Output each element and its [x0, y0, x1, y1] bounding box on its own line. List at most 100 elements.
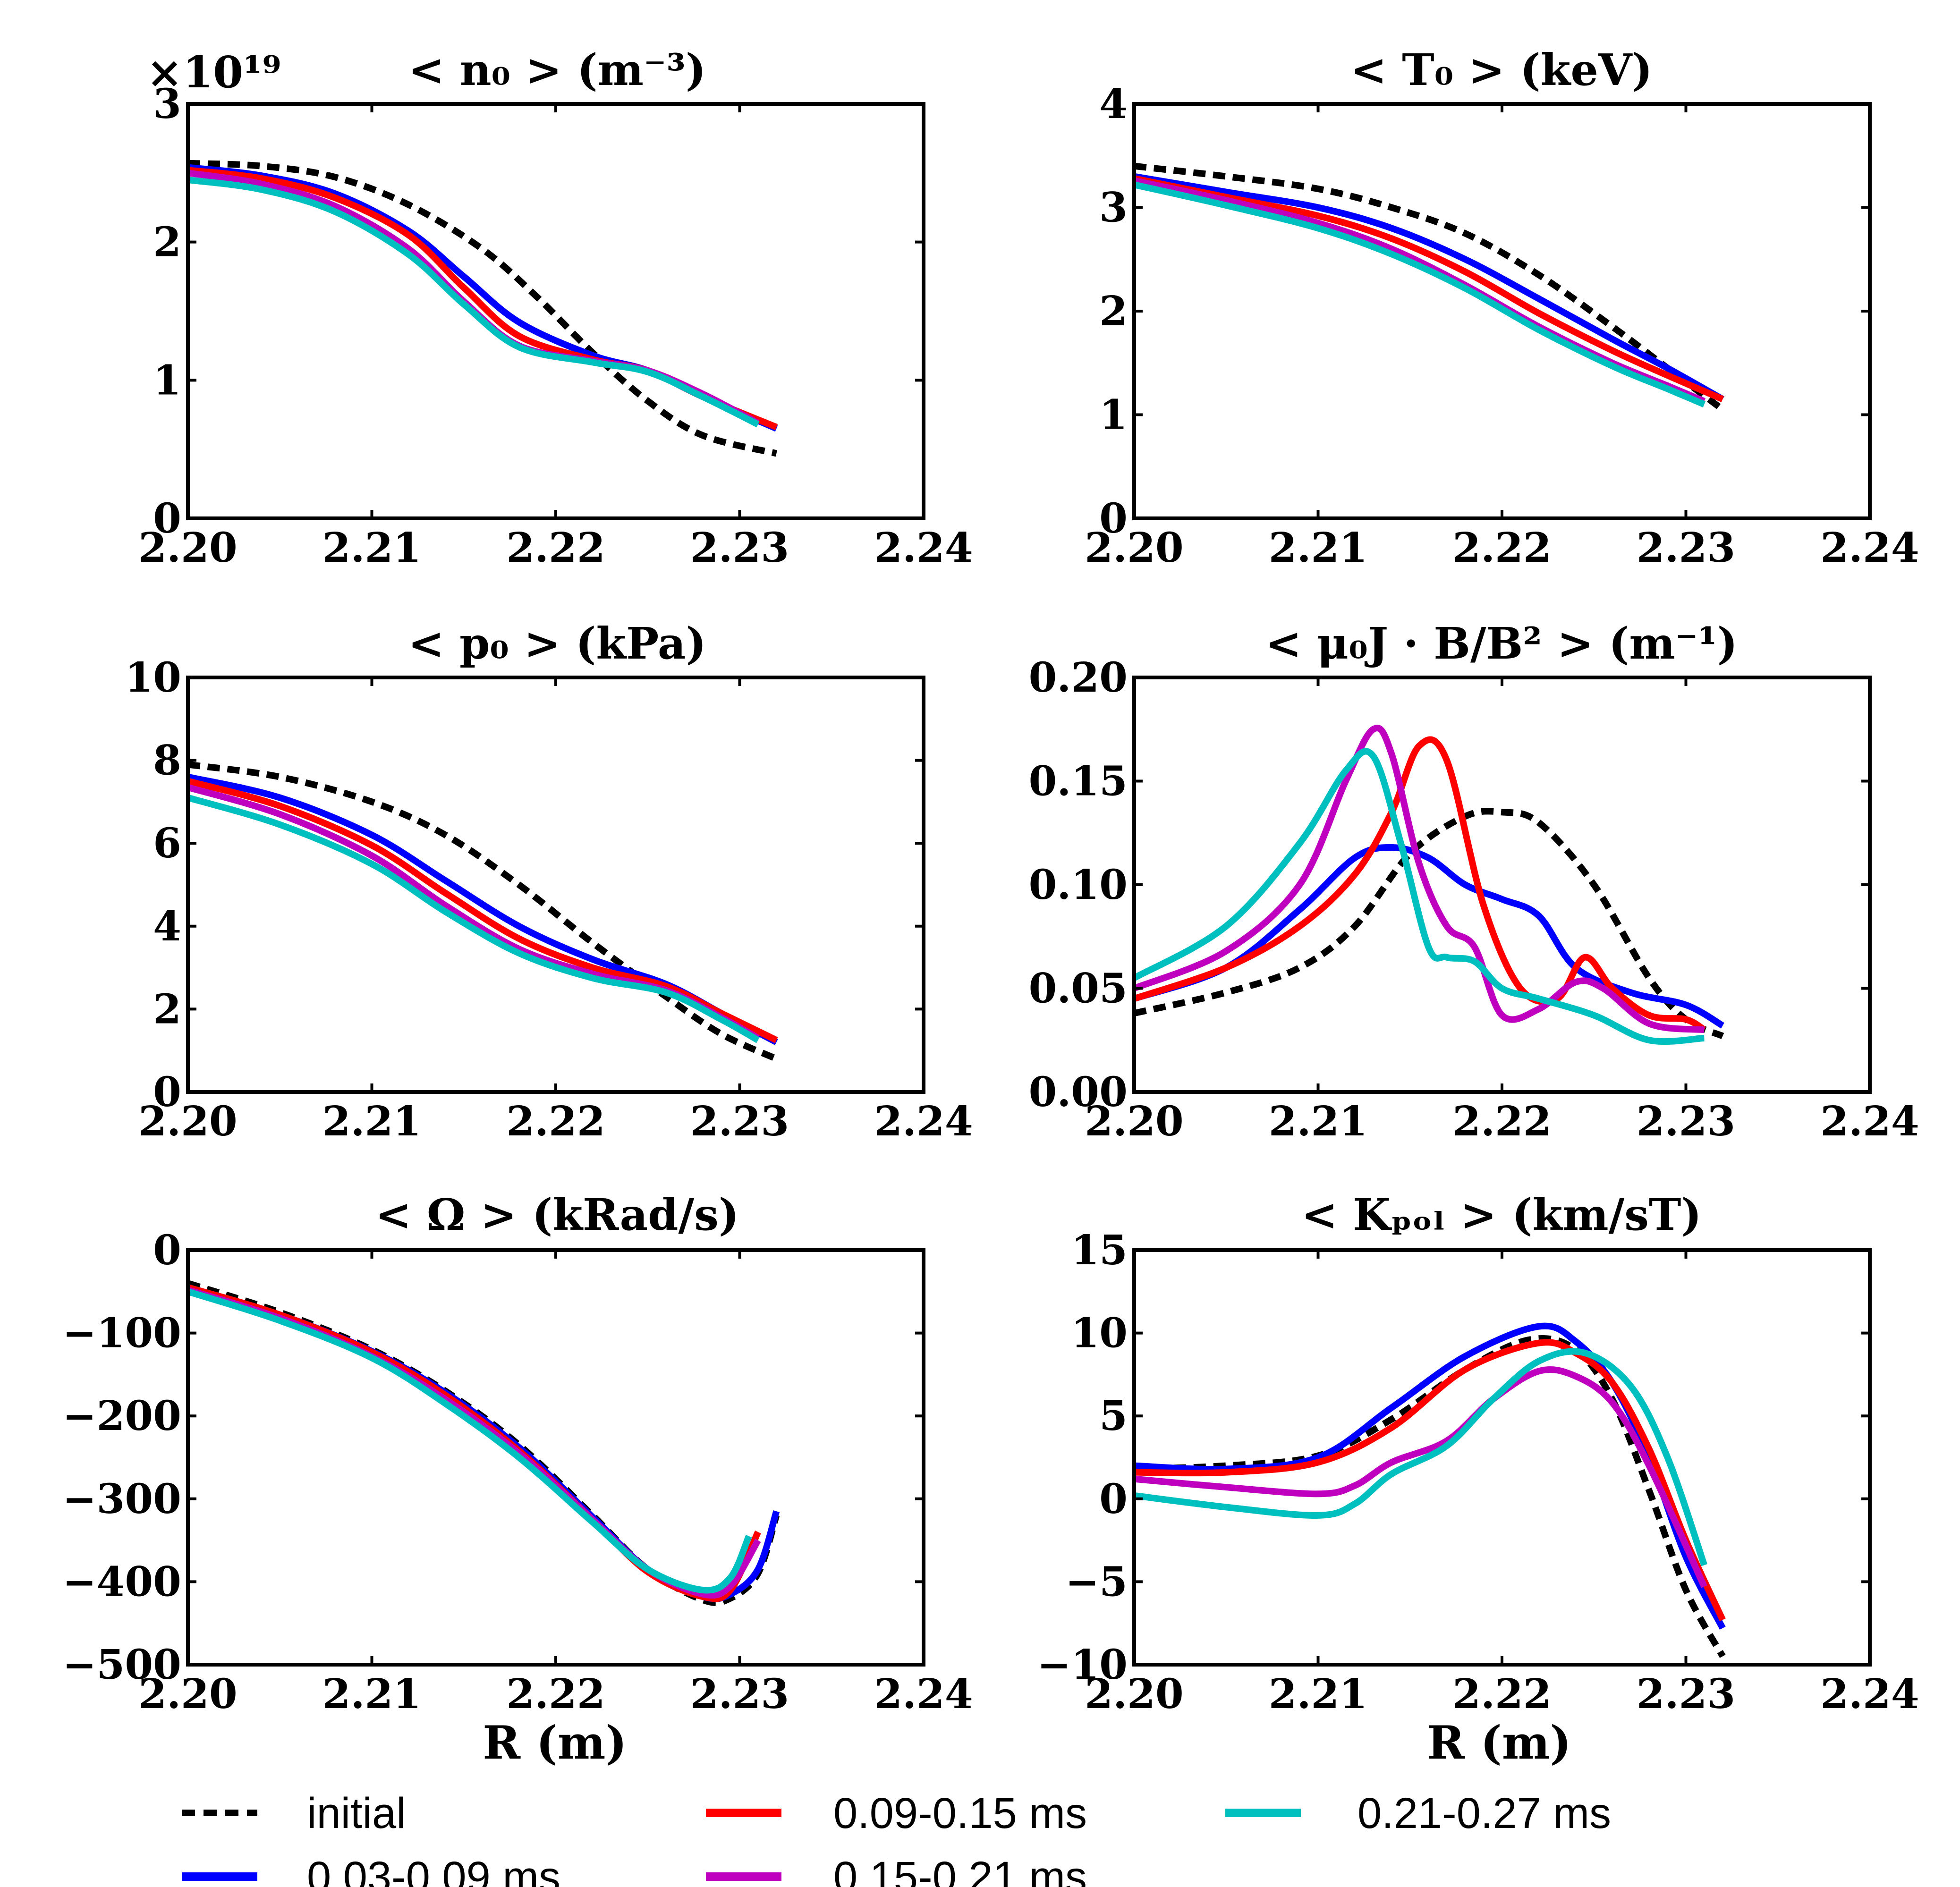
panel-kpol: < Kₚₒₗ > (km/sT) 2.20 2.21 2.22 2.23 2.24 −10… [1037, 1189, 1919, 1769]
y-tick-label: 0 [153, 495, 181, 542]
x-tick-label: 2.23 [690, 1670, 789, 1718]
series-group [188, 160, 778, 457]
panel-title: < Ω > (kRad/s) [375, 1189, 739, 1240]
y-tick-label: 0.05 [1029, 965, 1128, 1013]
y-tick-label: 2 [1099, 288, 1128, 335]
y-tick-label: −100 [62, 1310, 181, 1357]
x-tick-label: 2.22 [1452, 524, 1551, 572]
series-line-0-15-0-21-ms [1134, 725, 1705, 1033]
plot-area: 2.20 2.21 2.22 2.23 2.24 −500 −400 −300 −200 −100… [62, 1227, 973, 1718]
y-tick-label: 3 [1099, 184, 1128, 232]
y-tick-label: 2 [153, 985, 181, 1033]
series-line-initial [1134, 808, 1724, 1039]
x-tick-label: 2.20 [138, 1098, 237, 1145]
series-group [1134, 162, 1725, 413]
x-axis-label: R (m) [483, 1716, 627, 1769]
y-tick-label: 8 [153, 737, 181, 785]
x-tick-label: 2.24 [1820, 1670, 1919, 1718]
series-line-0-09-0-15-ms [1134, 175, 1724, 403]
x-axis-label: R (m) [1427, 1716, 1571, 1769]
series-group [188, 761, 778, 1062]
series-group [188, 1280, 780, 1606]
legend-label: 0.15-0.21 ms [833, 1853, 1087, 1887]
y-tick-label: 3 [153, 80, 181, 128]
series-line-0-03-0-09-ms [1134, 173, 1724, 402]
x-tick-label: 2.22 [506, 1098, 605, 1145]
legend-label: 0.21-0.27 ms [1358, 1789, 1611, 1837]
legend-entry: 0.09-0.15 ms [706, 1789, 1087, 1837]
series-line-0-21-0-27-ms [1134, 1348, 1708, 1566]
panel-pressure: < p₀ > (kPa) 2.20 2.21 2.22 2.23 2.24 0 2 4 6 8 10 [125, 618, 973, 1145]
x-tick-label: 2.24 [874, 524, 973, 572]
series-line-initial [1134, 162, 1725, 413]
panel-rotation: < Ω > (kRad/s) 2.20 2.21 2.22 2.23 2.24 −500 −… [62, 1189, 973, 1769]
x-tick-label: 2.22 [1452, 1670, 1551, 1718]
panel-title: < n₀ > (m⁻³) [408, 44, 706, 95]
legend-entry: 0.21-0.27 ms [1225, 1789, 1611, 1837]
series-line-0-09-0-15-ms [1134, 736, 1706, 1033]
legend-entry: initial [182, 1789, 406, 1837]
legend-label: 0.03-0.09 ms [307, 1853, 560, 1887]
x-tick-label: 2.20 [138, 524, 237, 572]
series-line-0-09-0-15-ms [1134, 1339, 1726, 1622]
legend: initial 0.03-0.09 ms 0.09-0.15 ms 0.15-0… [182, 1789, 1611, 1887]
panel-density: < n₀ > (m⁻³) ×10¹⁹ 2.20 2.21 2.22 2.23 2.24 0… [138, 44, 973, 572]
plot-area: 2.20 2.21 2.22 2.23 2.24 0.00 0.05 0.10 0.15 0.20 [1029, 654, 1919, 1145]
y-tick-label: 0 [1099, 495, 1128, 542]
plot-area: 2.20 2.21 2.22 2.23 2.24 0 1 2 3 [138, 80, 973, 572]
y-tick-label: 0.10 [1029, 861, 1128, 909]
y-tick-label: 5 [1099, 1392, 1128, 1440]
x-tick-label: 2.23 [690, 524, 789, 572]
y-tick-label: 0.15 [1029, 758, 1128, 805]
y-tick-label: 10 [1071, 1310, 1128, 1357]
panel-title: < p₀ > (kPa) [408, 618, 706, 669]
axis-offset-label: ×10¹⁹ [146, 47, 281, 98]
series-line-0-09-0-15-ms [188, 778, 778, 1043]
y-tick-label: 2 [153, 219, 181, 266]
series-line-0-21-0-27-ms [1134, 181, 1706, 407]
x-tick-label: 2.22 [506, 524, 605, 572]
y-tick-label: 0 [153, 1227, 181, 1274]
y-tick-label: 0 [1099, 1475, 1128, 1523]
y-tick-label: 10 [125, 654, 181, 702]
x-tick-label: 2.21 [322, 524, 421, 572]
y-tick-label: 1 [1099, 391, 1128, 439]
y-tick-label: 4 [1099, 80, 1128, 128]
plot-area: 2.20 2.21 2.22 2.23 2.24 −10 −5 0 5 10 15 [1037, 1227, 1919, 1718]
x-tick-label: 2.20 [1085, 1098, 1183, 1145]
series-group [1134, 1322, 1726, 1658]
series-line-initial [1134, 1335, 1726, 1658]
panel-current: < μ₀J · B/B² > (m⁻¹) 2.20 2.21 2.22 2.23 2.2… [1029, 618, 1919, 1145]
y-tick-label: 6 [153, 820, 181, 867]
plot-area: 2.20 2.21 2.22 2.23 2.24 0 2 4 6 8 10 [125, 654, 973, 1145]
x-tick-label: 2.23 [690, 1098, 789, 1145]
x-tick-label: 2.23 [1637, 1098, 1735, 1145]
y-tick-label: −500 [62, 1641, 181, 1689]
y-tick-label: −200 [62, 1392, 181, 1440]
y-tick-label: 0.00 [1029, 1068, 1128, 1116]
x-tick-label: 2.21 [322, 1670, 421, 1718]
legend-entry: 0.15-0.21 ms [706, 1853, 1087, 1887]
y-tick-label: 1 [153, 356, 181, 404]
x-tick-label: 2.21 [1269, 1670, 1367, 1718]
series-line-0-21-0-27-ms [188, 794, 760, 1043]
x-tick-label: 2.20 [1085, 524, 1183, 572]
x-tick-label: 2.22 [1452, 1098, 1551, 1145]
legend-label: initial [307, 1789, 406, 1837]
series-line-0-03-0-09-ms [1134, 844, 1724, 1029]
plot-area: 2.20 2.21 2.22 2.23 2.24 0 1 2 3 4 [1085, 80, 1919, 572]
x-tick-label: 2.24 [1820, 1098, 1919, 1145]
x-tick-label: 2.21 [1269, 524, 1367, 572]
series-line-initial [188, 160, 778, 457]
legend-label: 0.09-0.15 ms [833, 1789, 1087, 1837]
y-tick-label: 4 [153, 903, 181, 950]
x-tick-label: 2.23 [1637, 524, 1735, 572]
x-tick-label: 2.20 [1085, 1670, 1183, 1718]
x-tick-label: 2.20 [138, 1670, 237, 1718]
y-tick-label: 0.20 [1029, 654, 1128, 702]
series-line-0-21-0-27-ms [188, 1288, 752, 1594]
x-tick-label: 2.23 [1637, 1670, 1735, 1718]
legend-entry: 0.03-0.09 ms [182, 1853, 560, 1887]
